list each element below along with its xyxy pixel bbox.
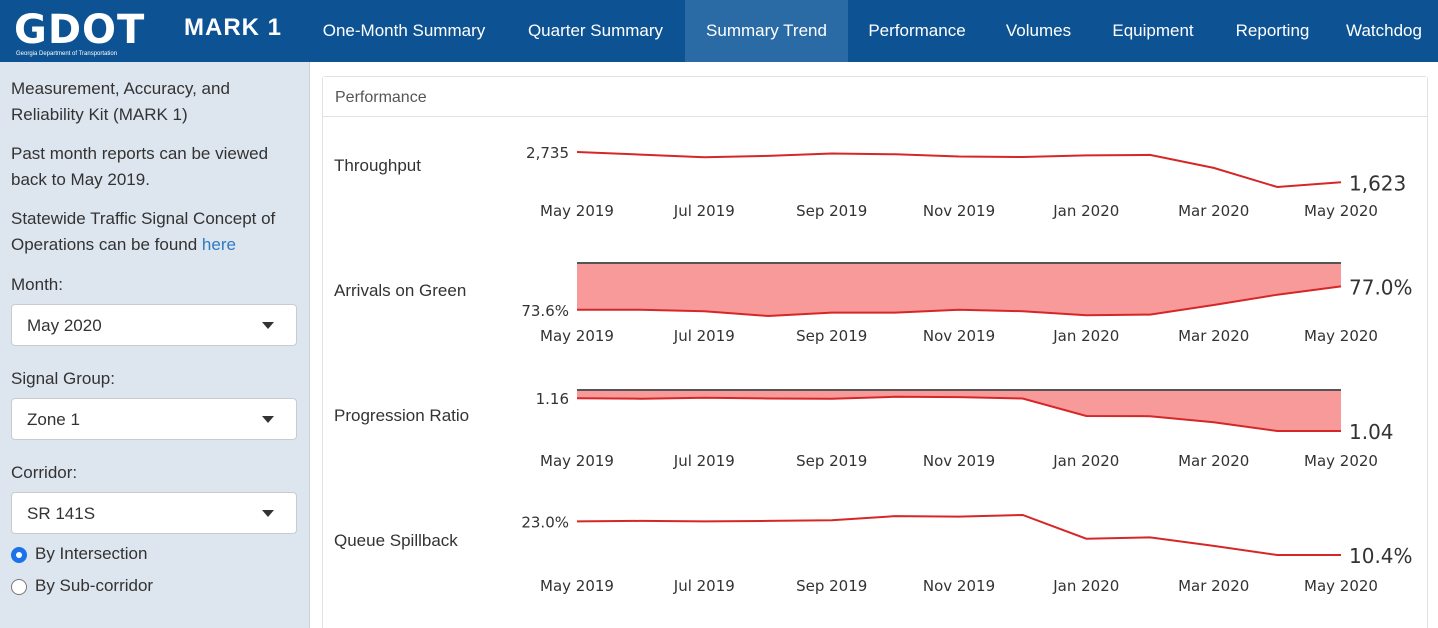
x-tick-label: Sep 2019	[796, 327, 867, 345]
series-line	[576, 395, 1341, 432]
chevron-down-icon	[262, 510, 274, 517]
top-navbar: GDOT Georgia Department of Transportatio…	[0, 0, 1438, 62]
target-gap-area	[577, 263, 1341, 316]
corridor-select[interactable]: SR 141S	[11, 492, 297, 534]
metric-label-queue-spillback: Queue Spillback	[334, 531, 458, 550]
chevron-down-icon	[262, 416, 274, 423]
concept-text: Statewide Traffic Signal Concept of Oper…	[11, 209, 276, 254]
x-tick-label: Nov 2019	[923, 327, 995, 345]
sidebar-concept-text: Statewide Traffic Signal Concept of Oper…	[11, 206, 301, 258]
first-value-label: 23.0%	[521, 513, 569, 531]
series-line	[576, 151, 1342, 189]
first-value-label: 1.16	[536, 390, 569, 408]
tab-volumes[interactable]: Volumes	[1005, 21, 1072, 40]
chevron-down-icon	[262, 322, 274, 329]
x-tick-label: Jan 2020	[1052, 202, 1119, 220]
panel-title: Performance	[335, 89, 427, 106]
x-tick-label: Sep 2019	[796, 452, 867, 470]
x-tick-label: May 2020	[1304, 577, 1378, 595]
logo-text: GDOT	[14, 7, 146, 53]
x-tick-label: Jul 2019	[673, 577, 735, 595]
panel-header: Performance	[323, 77, 1427, 117]
radio-unselected-icon	[11, 579, 27, 595]
x-tick-label: Mar 2020	[1178, 577, 1249, 595]
x-tick-label: Jul 2019	[673, 452, 735, 470]
x-tick-label: Nov 2019	[923, 452, 995, 470]
tab-watchdog[interactable]: Watchdog	[1346, 21, 1422, 40]
x-tick-label: Nov 2019	[923, 202, 995, 220]
x-tick-label: May 2019	[540, 327, 614, 345]
last-value-label: 10.4%	[1349, 544, 1413, 568]
radio-label: By Intersection	[35, 544, 148, 563]
target-gap-area	[577, 390, 1341, 431]
x-tick-label: May 2020	[1304, 202, 1378, 220]
x-tick-label: Sep 2019	[796, 577, 867, 595]
x-tick-label: Jul 2019	[673, 327, 735, 345]
last-value-label: 1.04	[1349, 420, 1394, 444]
metric-label-arrivals-on-green: Arrivals on Green	[334, 281, 467, 300]
tab-reporting[interactable]: Reporting	[1235, 21, 1310, 40]
first-value-label: 73.6%	[521, 302, 569, 320]
concept-link[interactable]: here	[201, 235, 236, 254]
corridor-value: SR 141S	[27, 504, 96, 523]
logo-subtitle: Georgia Department of Transportation	[16, 51, 118, 57]
corridor-label: Corridor:	[11, 463, 78, 482]
signal-group-select[interactable]: Zone 1	[11, 398, 297, 440]
radio-label: By Sub-corridor	[35, 576, 154, 595]
metric-label-progression-ratio: Progression Ratio	[334, 406, 470, 425]
last-value-label: 1,623	[1349, 171, 1406, 195]
x-tick-label: Jan 2020	[1052, 577, 1119, 595]
x-tick-label: May 2020	[1304, 452, 1378, 470]
last-value-label: 77.0%	[1349, 275, 1413, 299]
sidebar-intro: Measurement, Accuracy, and Reliability K…	[11, 79, 230, 124]
x-tick-label: Mar 2020	[1178, 202, 1249, 220]
x-tick-label: Mar 2020	[1178, 452, 1249, 470]
first-value-label: 2,735	[526, 144, 569, 162]
metric-label-throughput: Throughput	[334, 156, 421, 175]
signal-group-value: Zone 1	[27, 410, 80, 429]
tab-equipment[interactable]: Equipment	[1112, 21, 1194, 40]
month-value: May 2020	[27, 316, 102, 335]
sidebar-past-reports: Past month reports can be viewed back to…	[11, 144, 269, 189]
month-select[interactable]: May 2020	[11, 304, 297, 346]
series-line	[577, 285, 1342, 318]
performance-panel: Performance	[322, 76, 1428, 628]
series-line	[576, 513, 1341, 556]
x-tick-label: Mar 2020	[1178, 327, 1249, 345]
gdot-logo[interactable]: GDOT Georgia Department of Transportatio…	[14, 8, 148, 58]
x-tick-label: May 2019	[540, 452, 614, 470]
x-tick-label: Jan 2020	[1052, 327, 1119, 345]
tab-quarter-summary[interactable]: Quarter Summary	[527, 21, 664, 40]
radio-selected-icon	[11, 547, 27, 563]
tab-summary-trend[interactable]: Summary Trend	[685, 0, 848, 62]
x-tick-label: May 2020	[1304, 327, 1378, 345]
x-tick-label: May 2019	[540, 202, 614, 220]
x-tick-label: May 2019	[540, 577, 614, 595]
app-title: MARK 1	[184, 14, 283, 41]
x-tick-label: Nov 2019	[923, 577, 995, 595]
x-tick-label: Sep 2019	[796, 202, 867, 220]
tab-one-month-summary[interactable]: One-Month Summary	[322, 21, 486, 40]
tab-performance[interactable]: Performance	[868, 21, 966, 40]
signal-group-label: Signal Group:	[11, 369, 115, 388]
x-tick-label: Jan 2020	[1052, 452, 1119, 470]
x-tick-label: Jul 2019	[673, 202, 735, 220]
month-label: Month:	[11, 275, 63, 294]
